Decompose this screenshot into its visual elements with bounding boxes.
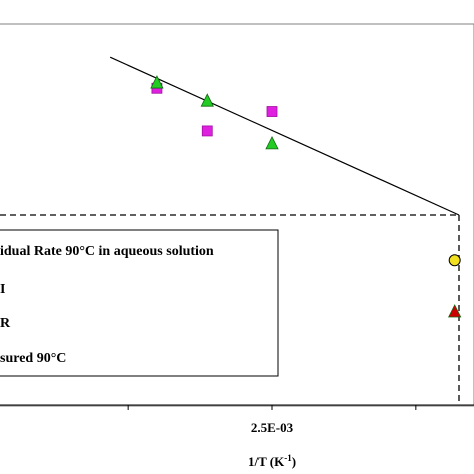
data-markers — [150, 75, 462, 318]
legend-entry-2: R — [0, 316, 11, 331]
x-tick-label: 2.5E-03 — [251, 420, 294, 435]
legend-entry-0: idual Rate 90°C in aqueous solution — [0, 244, 214, 259]
fit-line — [109, 56, 460, 216]
x-tick-labels: 2.5E-03 — [251, 420, 294, 435]
reference-line — [0, 214, 460, 405]
x-axis-ticks — [127, 405, 417, 410]
marker-triangle-1-0 — [150, 75, 164, 89]
marker-triangle-1-1 — [200, 93, 214, 107]
marker-triangle-2-0 — [448, 304, 462, 318]
marker-triangle-1-2 — [265, 135, 279, 150]
x-axis-title-superscript: -1 — [284, 453, 292, 463]
x-axis-title: 1/T (K-1) — [248, 453, 296, 469]
marker-square-0-1 — [201, 125, 213, 137]
legend-box — [0, 229, 279, 377]
legend-entry-1: I — [0, 282, 5, 297]
legend: idual Rate 90°C in aqueous solution I Rsur… — [0, 229, 279, 377]
marker-square-0-2 — [266, 106, 278, 117]
marker-circle-3-0 — [448, 254, 461, 267]
legend-entry-3: sured 90°C — [0, 351, 66, 366]
